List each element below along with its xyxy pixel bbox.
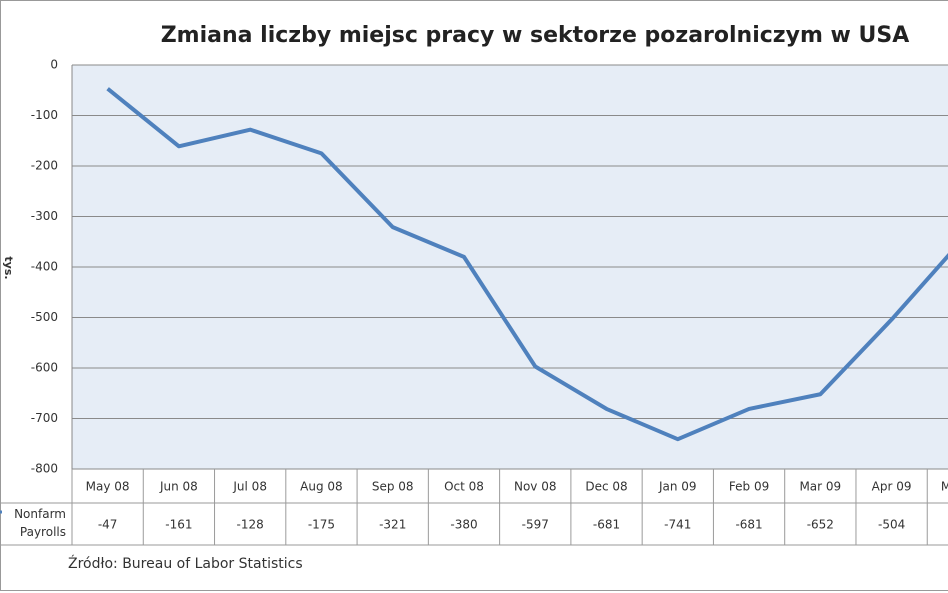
table-value: -681 [735,518,762,532]
x-tick-label: Aug 08 [300,480,343,494]
x-tick-label: Dec 08 [585,480,627,494]
table-value: -321 [379,518,406,532]
y-tick-label: -600 [31,361,58,375]
source-note: Źródło: Bureau of Labor Statistics [68,554,303,572]
table-value: -47 [98,518,118,532]
y-tick-label: -200 [31,159,58,173]
x-tick-label: Feb 09 [729,480,769,494]
table-value: -175 [308,518,335,532]
y-tick-label: -700 [31,411,58,425]
table-value: -161 [165,518,192,532]
table-value: -380 [450,518,477,532]
y-tick-label: -500 [31,310,58,324]
x-tick-label: Jan 09 [658,480,697,494]
y-tick-label: 0 [50,58,58,72]
y-tick-label: -100 [31,108,58,122]
data-line [106,87,948,442]
y-tick-label: -800 [31,462,58,476]
table-value: -597 [522,518,549,532]
y-tick-label: -300 [31,209,58,223]
legend-label: Nonfarm Payrolls [14,507,66,539]
y-axis-label: tys. [2,256,15,279]
x-tick-label: Apr 09 [872,480,912,494]
x-tick-label: Nov 08 [514,480,557,494]
x-tick-label: May 08 [86,480,130,494]
table-value: -652 [807,518,834,532]
x-tick-label: Sep 08 [372,480,414,494]
table-value: -681 [593,518,620,532]
chart-title: Zmiana liczby miejsc pracy w sektorze po… [161,23,910,48]
table-value: -128 [237,518,264,532]
x-tick-label: Jun 08 [159,480,198,494]
x-tick-label: Jul 08 [232,480,267,494]
x-tick-label: May 09 [941,480,948,494]
x-tick-label: Mar 09 [799,480,841,494]
legend-box: Nonfarm Payrolls [14,507,66,539]
x-tick-label: Oct 08 [444,480,484,494]
y-tick-label: -400 [31,260,58,274]
table-value: -504 [878,518,905,532]
table-value: -741 [664,518,691,532]
